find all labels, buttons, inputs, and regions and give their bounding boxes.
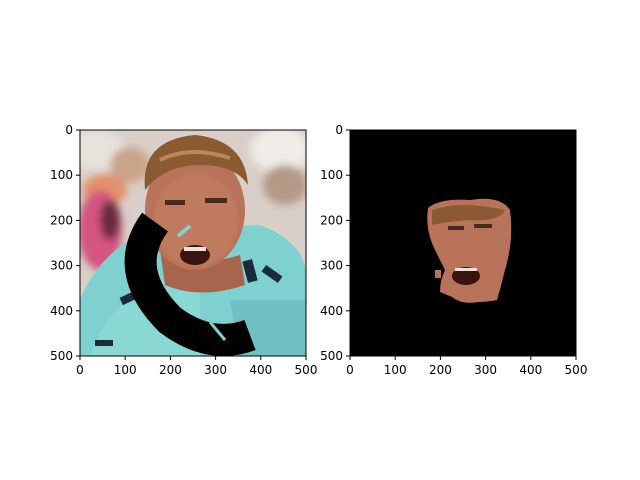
x-tick-label: 500: [295, 363, 318, 377]
x-tick-label: 400: [519, 363, 542, 377]
y-tick-label: 200: [320, 213, 343, 227]
y-tick-label: 400: [320, 304, 343, 318]
cyclist-face-photo: [80, 130, 306, 356]
x-tick-label: 0: [346, 363, 354, 377]
x-tick-label: 200: [429, 363, 452, 377]
x-tick-label: 100: [384, 363, 407, 377]
left-axes-frame: [79, 129, 307, 357]
y-tick-label: 500: [320, 349, 343, 363]
x-tick-label: 0: [76, 363, 84, 377]
y-tick-label: 0: [335, 123, 343, 137]
x-tick-label: 500: [565, 363, 588, 377]
y-tick-label: 0: [65, 123, 73, 137]
right-axes-frame: [349, 129, 577, 357]
y-tick-label: 100: [320, 168, 343, 182]
x-tick-label: 300: [204, 363, 227, 377]
y-tick-label: 200: [50, 213, 73, 227]
x-tick-label: 300: [474, 363, 497, 377]
x-tick-label: 100: [114, 363, 137, 377]
y-tick-label: 300: [50, 259, 73, 273]
y-tick-label: 400: [50, 304, 73, 318]
x-tick-label: 200: [159, 363, 182, 377]
x-tick-label: 400: [249, 363, 272, 377]
segmented-face: [427, 198, 512, 303]
y-tick-label: 500: [50, 349, 73, 363]
y-tick-label: 100: [50, 168, 73, 182]
y-tick-label: 300: [320, 259, 343, 273]
